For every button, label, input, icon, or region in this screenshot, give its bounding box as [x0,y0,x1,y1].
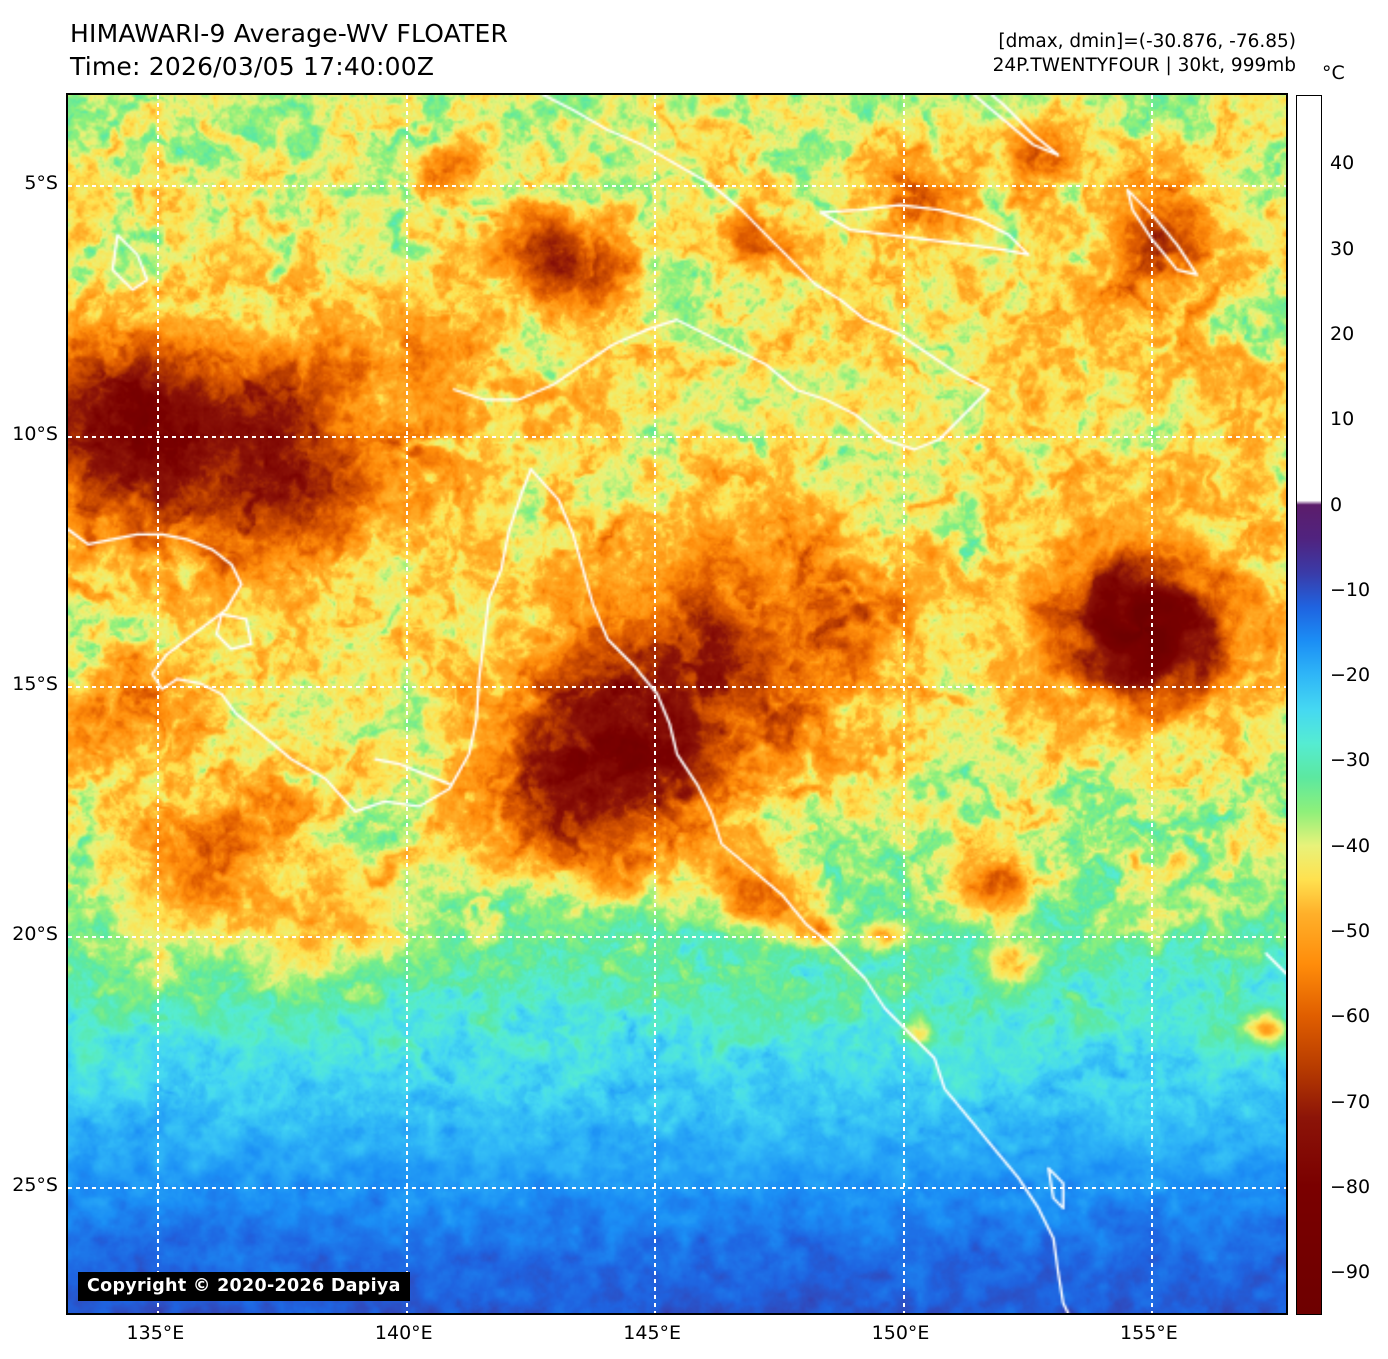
longitude-tick-label: 145°E [623,1322,682,1344]
colorbar-tick-label: −80 [1330,1176,1371,1199]
longitude-tick-label: 135°E [126,1322,185,1344]
colorbar-tick-label: 10 [1330,408,1355,431]
timestamp-label: Time: 2026/03/05 17:40:00Z [70,51,435,81]
colorbar-tick-label: −50 [1330,920,1371,943]
satellite-imagery-canvas [68,95,1286,1313]
latitude-tick-label: 15°S [12,672,58,695]
colorbar[interactable] [1296,95,1322,1315]
latitude-tick-label: 10°S [12,422,58,445]
copyright-badge: Copyright © 2020-2026 Dapiya [78,1272,410,1301]
title-block: HIMAWARI-9 Average-WV FLOATER Time: 2026… [70,18,508,83]
colorbar-unit-label: °C [1322,62,1345,84]
colorbar-tick-label: −30 [1330,749,1371,772]
metadata-block: [dmax, dmin]=(-30.876, -76.85) 24P.TWENT… [993,30,1296,78]
colorbar-tick-label: 20 [1330,322,1355,345]
storm-info-label: 24P.TWENTYFOUR | 30kt, 999mb [992,55,1296,77]
colorbar-tick-label: −10 [1330,578,1371,601]
colorbar-tick-label: −40 [1330,834,1371,857]
longitude-tick-label: 140°E [374,1322,433,1344]
latitude-tick-label: 5°S [24,172,58,195]
colorbar-gradient [1297,96,1321,1314]
colorbar-tick-label: 40 [1330,152,1355,175]
longitude-tick-label: 155°E [1120,1322,1178,1344]
colorbar-tick-label: 0 [1330,493,1343,516]
colorbar-tick-label: −70 [1330,1090,1371,1113]
longitude-tick-label: 150°E [871,1322,930,1344]
latitude-tick-label: 20°S [12,923,58,946]
latitude-tick-label: 25°S [12,1173,58,1196]
data-range-label: [dmax, dmin]=(-30.876, -76.85) [998,31,1296,52]
colorbar-tick-label: −60 [1330,1005,1371,1028]
colorbar-tick-label: −90 [1330,1261,1371,1284]
colorbar-tick-label: −20 [1330,664,1371,687]
colorbar-tick-label: 30 [1330,237,1355,260]
page-title: HIMAWARI-9 Average-WV FLOATER [70,19,509,48]
satellite-image-plot[interactable]: Copyright © 2020-2026 Dapiya [66,93,1288,1315]
